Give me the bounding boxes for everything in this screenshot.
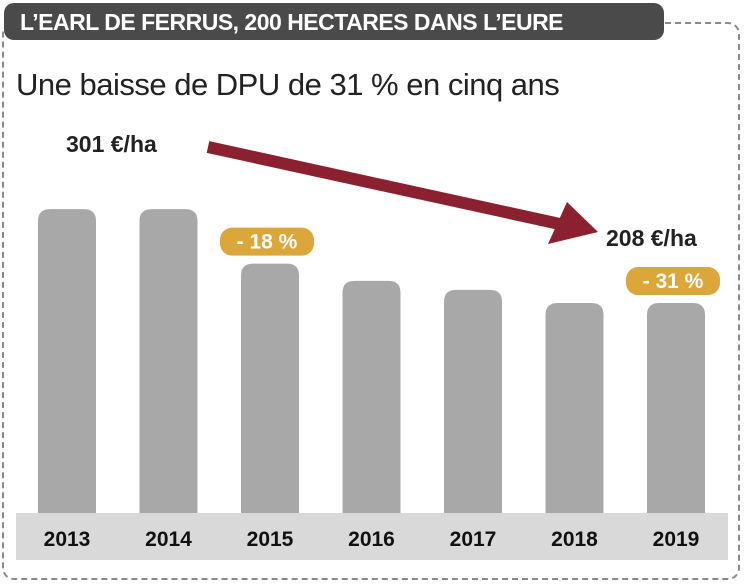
x-tick-label: 2016 bbox=[348, 528, 395, 551]
x-tick-label: 2014 bbox=[145, 528, 192, 551]
x-tick-label: 2017 bbox=[450, 528, 497, 551]
trend-arrow-head bbox=[548, 202, 598, 244]
badge-label: - 18 % bbox=[237, 231, 298, 254]
start-value-label: 301 €/ha bbox=[66, 131, 157, 157]
x-tick-label: 2013 bbox=[44, 528, 91, 551]
x-tick-label: 2015 bbox=[247, 528, 294, 551]
chart-subtitle: Une baisse de DPU de 31 % en cinq ans bbox=[16, 67, 560, 102]
bar-2013 bbox=[38, 209, 96, 513]
trend-arrow bbox=[206, 141, 580, 234]
header-bar: L’EARL DE FERRUS, 200 HECTARES DANS L’EU… bbox=[4, 3, 664, 40]
x-axis-band bbox=[16, 513, 728, 560]
header-title: L’EARL DE FERRUS, 200 HECTARES DANS L’EU… bbox=[20, 9, 564, 35]
bar-2019 bbox=[647, 303, 705, 513]
badge-label: - 31 % bbox=[643, 270, 704, 293]
x-tick-label: 2018 bbox=[551, 528, 598, 551]
x-tick-label: 2019 bbox=[653, 528, 700, 551]
change-badge-2015: - 18 % bbox=[220, 227, 314, 256]
bar-2017 bbox=[444, 289, 502, 513]
change-badge-2019: - 31 % bbox=[626, 267, 720, 296]
end-value-label: 208 €/ha bbox=[606, 225, 697, 251]
bar-2014 bbox=[139, 209, 198, 513]
bar-2015 bbox=[241, 263, 299, 513]
bar-2018 bbox=[545, 303, 604, 513]
badge-background bbox=[626, 267, 720, 296]
badge-background bbox=[220, 227, 314, 256]
bar-2016 bbox=[342, 280, 401, 513]
